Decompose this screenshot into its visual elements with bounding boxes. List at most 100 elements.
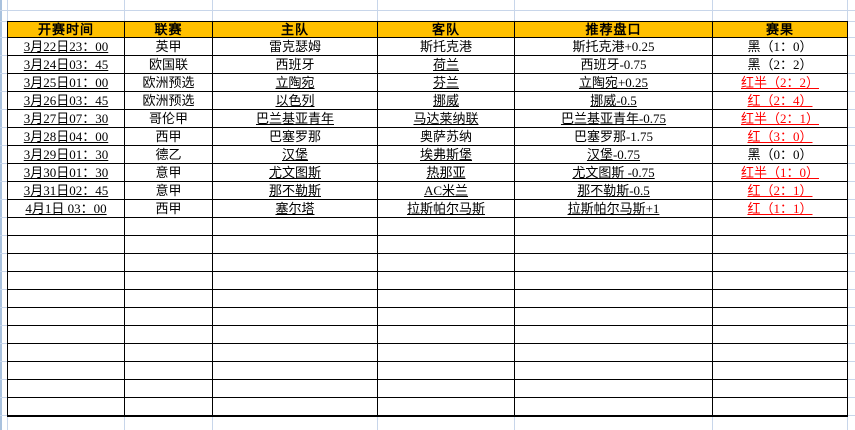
column-header-league[interactable]: 联赛 xyxy=(124,21,213,38)
empty-cell-league[interactable] xyxy=(124,289,213,308)
empty-cell-match-time[interactable] xyxy=(7,253,125,272)
empty-cell-match-time[interactable] xyxy=(7,271,125,290)
empty-cell-league[interactable] xyxy=(124,271,213,290)
cell-home-team[interactable]: 巴塞罗那 xyxy=(212,127,378,146)
empty-cell-handicap[interactable] xyxy=(514,397,713,417)
empty-cell-home-team[interactable] xyxy=(212,397,378,417)
cell-match-time[interactable]: 3月30日01：30 xyxy=(7,163,125,182)
empty-cell-match-time[interactable] xyxy=(7,307,125,326)
column-header-away-team[interactable]: 客队 xyxy=(377,21,515,38)
empty-cell-match-time[interactable] xyxy=(7,397,125,417)
empty-cell-away-team[interactable] xyxy=(377,235,515,254)
empty-cell-league[interactable] xyxy=(124,253,213,272)
empty-cell-home-team[interactable] xyxy=(212,235,378,254)
cell-league[interactable]: 哥伦甲 xyxy=(124,109,213,128)
empty-cell-home-team[interactable] xyxy=(212,361,378,380)
empty-cell-handicap[interactable] xyxy=(514,253,713,272)
empty-cell-league[interactable] xyxy=(124,379,213,398)
cell-away-team[interactable]: 埃弗斯堡 xyxy=(377,145,515,164)
cell-league[interactable]: 西甲 xyxy=(124,127,213,146)
empty-cell-away-team[interactable] xyxy=(377,217,515,236)
cell-away-team[interactable]: 马达莱纳联 xyxy=(377,109,515,128)
empty-cell-league[interactable] xyxy=(124,343,213,362)
cell-result[interactable]: 红（3：0） xyxy=(712,127,848,146)
empty-cell-away-team[interactable] xyxy=(377,289,515,308)
empty-cell-result[interactable] xyxy=(712,397,848,417)
cell-away-team[interactable]: 拉斯帕尔马斯 xyxy=(377,199,515,218)
empty-cell-handicap[interactable] xyxy=(514,379,713,398)
column-header-home-team[interactable]: 主队 xyxy=(212,21,378,38)
cell-result[interactable]: 红（2：4） xyxy=(712,91,848,110)
empty-cell-result[interactable] xyxy=(712,307,848,326)
cell-match-time[interactable]: 3月27日07：30 xyxy=(7,109,125,128)
empty-cell-handicap[interactable] xyxy=(514,217,713,236)
column-header-handicap[interactable]: 推荐盘口 xyxy=(514,21,713,38)
cell-handicap[interactable]: 那不勒斯-0.5 xyxy=(514,181,713,200)
empty-cell-home-team[interactable] xyxy=(212,271,378,290)
empty-cell-home-team[interactable] xyxy=(212,253,378,272)
cell-home-team[interactable]: 塞尔塔 xyxy=(212,199,378,218)
empty-cell-result[interactable] xyxy=(712,343,848,362)
empty-cell-away-team[interactable] xyxy=(377,361,515,380)
cell-league[interactable]: 意甲 xyxy=(124,163,213,182)
empty-cell-handicap[interactable] xyxy=(514,289,713,308)
empty-cell-handicap[interactable] xyxy=(514,307,713,326)
empty-cell-match-time[interactable] xyxy=(7,343,125,362)
cell-home-team[interactable]: 以色列 xyxy=(212,91,378,110)
cell-league[interactable]: 德乙 xyxy=(124,145,213,164)
cell-match-time[interactable]: 3月29日01：30 xyxy=(7,145,125,164)
empty-cell-league[interactable] xyxy=(124,325,213,344)
empty-cell-away-team[interactable] xyxy=(377,397,515,417)
empty-cell-handicap[interactable] xyxy=(514,343,713,362)
column-header-result[interactable]: 赛果 xyxy=(712,21,848,38)
cell-home-team[interactable]: 西班牙 xyxy=(212,55,378,74)
empty-cell-league[interactable] xyxy=(124,307,213,326)
empty-cell-result[interactable] xyxy=(712,253,848,272)
empty-cell-handicap[interactable] xyxy=(514,271,713,290)
cell-match-time[interactable]: 3月25日01：00 xyxy=(7,73,125,92)
cell-result[interactable]: 黑（2：2） xyxy=(712,55,848,74)
empty-cell-home-team[interactable] xyxy=(212,217,378,236)
empty-cell-away-team[interactable] xyxy=(377,379,515,398)
cell-match-time[interactable]: 3月26日03：45 xyxy=(7,91,125,110)
empty-cell-league[interactable] xyxy=(124,397,213,417)
empty-cell-home-team[interactable] xyxy=(212,379,378,398)
empty-cell-home-team[interactable] xyxy=(212,289,378,308)
cell-match-time[interactable]: 3月28日04：00 xyxy=(7,127,125,146)
cell-match-time[interactable]: 3月22日23：00 xyxy=(7,37,125,56)
empty-cell-result[interactable] xyxy=(712,379,848,398)
empty-cell-away-team[interactable] xyxy=(377,271,515,290)
cell-handicap[interactable]: 巴塞罗那-1.75 xyxy=(514,127,713,146)
cell-handicap[interactable]: 拉斯帕尔马斯+1 xyxy=(514,199,713,218)
empty-cell-result[interactable] xyxy=(712,271,848,290)
empty-cell-result[interactable] xyxy=(712,289,848,308)
cell-handicap[interactable]: 斯托克港+0.25 xyxy=(514,37,713,56)
empty-cell-home-team[interactable] xyxy=(212,307,378,326)
cell-home-team[interactable]: 那不勒斯 xyxy=(212,181,378,200)
cell-league[interactable]: 英甲 xyxy=(124,37,213,56)
cell-handicap[interactable]: 尤文图斯 -0.75 xyxy=(514,163,713,182)
empty-cell-handicap[interactable] xyxy=(514,235,713,254)
empty-cell-league[interactable] xyxy=(124,235,213,254)
cell-away-team[interactable]: 挪威 xyxy=(377,91,515,110)
cell-home-team[interactable]: 尤文图斯 xyxy=(212,163,378,182)
cell-match-time[interactable]: 3月24日03：45 xyxy=(7,55,125,74)
cell-league[interactable]: 欧国联 xyxy=(124,55,213,74)
cell-handicap[interactable]: 巴兰基亚青年-0.75 xyxy=(514,109,713,128)
cell-result[interactable]: 红（1：1） xyxy=(712,199,848,218)
empty-cell-match-time[interactable] xyxy=(7,379,125,398)
empty-cell-result[interactable] xyxy=(712,217,848,236)
empty-cell-match-time[interactable] xyxy=(7,289,125,308)
cell-result[interactable]: 红（2：1） xyxy=(712,181,848,200)
cell-handicap[interactable]: 立陶宛+0.25 xyxy=(514,73,713,92)
empty-cell-result[interactable] xyxy=(712,235,848,254)
cell-away-team[interactable]: 斯托克港 xyxy=(377,37,515,56)
cell-result[interactable]: 红半（2：2） xyxy=(712,73,848,92)
empty-cell-result[interactable] xyxy=(712,361,848,380)
cell-league[interactable]: 意甲 xyxy=(124,181,213,200)
cell-result[interactable]: 红半（1：0） xyxy=(712,163,848,182)
empty-cell-home-team[interactable] xyxy=(212,325,378,344)
empty-cell-handicap[interactable] xyxy=(514,361,713,380)
cell-handicap[interactable]: 汉堡-0.75 xyxy=(514,145,713,164)
cell-handicap[interactable]: 西班牙-0.75 xyxy=(514,55,713,74)
